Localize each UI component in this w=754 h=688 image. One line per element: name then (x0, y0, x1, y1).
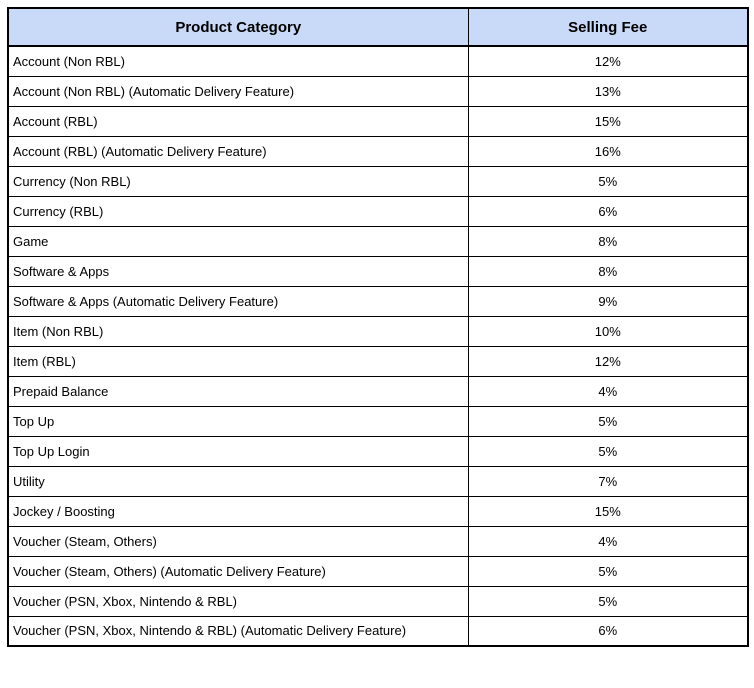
selling-fee-cell: 12% (467, 345, 749, 377)
table-row: Item (Non RBL) 10% (7, 315, 749, 347)
selling-fee-cell: 9% (467, 285, 749, 317)
selling-fee-cell: 6% (467, 195, 749, 227)
product-category-cell: Item (RBL) (7, 345, 469, 377)
product-category-cell: Top Up Login (7, 435, 469, 467)
table-row: Account (Non RBL) (Automatic Delivery Fe… (7, 75, 749, 107)
product-category-cell: Account (Non RBL) (Automatic Delivery Fe… (7, 75, 469, 107)
selling-fee-cell: 15% (467, 105, 749, 137)
table-row: Prepaid Balance 4% (7, 375, 749, 407)
product-category-cell: Software & Apps (Automatic Delivery Feat… (7, 285, 469, 317)
selling-fee-cell: 16% (467, 135, 749, 167)
selling-fee-cell: 5% (467, 555, 749, 587)
table-row: Voucher (Steam, Others) 4% (7, 525, 749, 557)
column-header-selling-fee: Selling Fee (467, 7, 749, 47)
selling-fee-cell: 5% (467, 165, 749, 197)
product-category-cell: Account (RBL) (Automatic Delivery Featur… (7, 135, 469, 167)
table-row: Software & Apps 8% (7, 255, 749, 287)
product-category-cell: Voucher (PSN, Xbox, Nintendo & RBL) (7, 585, 469, 617)
product-category-cell: Item (Non RBL) (7, 315, 469, 347)
selling-fee-table: Product Category Selling Fee Account (No… (7, 7, 749, 647)
table-row: Currency (Non RBL) 5% (7, 165, 749, 197)
table-row: Item (RBL) 12% (7, 345, 749, 377)
table-row: Top Up Login 5% (7, 435, 749, 467)
table-row: Utility 7% (7, 465, 749, 497)
selling-fee-cell: 13% (467, 75, 749, 107)
selling-fee-cell: 4% (467, 525, 749, 557)
product-category-cell: Voucher (Steam, Others) (Automatic Deliv… (7, 555, 469, 587)
product-category-cell: Account (RBL) (7, 105, 469, 137)
table-row: Account (RBL) 15% (7, 105, 749, 137)
product-category-cell: Currency (Non RBL) (7, 165, 469, 197)
table-row: Currency (RBL) 6% (7, 195, 749, 227)
table-row: Voucher (PSN, Xbox, Nintendo & RBL) (Aut… (7, 615, 749, 647)
table-row: Top Up 5% (7, 405, 749, 437)
selling-fee-cell: 7% (467, 465, 749, 497)
selling-fee-cell: 8% (467, 255, 749, 287)
product-category-cell: Currency (RBL) (7, 195, 469, 227)
selling-fee-cell: 10% (467, 315, 749, 347)
table-row: Game 8% (7, 225, 749, 257)
column-header-product-category: Product Category (7, 7, 469, 47)
selling-fee-cell: 12% (467, 45, 749, 77)
selling-fee-cell: 5% (467, 435, 749, 467)
product-category-cell: Utility (7, 465, 469, 497)
selling-fee-cell: 8% (467, 225, 749, 257)
header-row: Product Category Selling Fee (7, 7, 749, 47)
table-body: Account (Non RBL) 12% Account (Non RBL) (A… (7, 45, 749, 647)
table-row: Account (RBL) (Automatic Delivery Featur… (7, 135, 749, 167)
product-category-cell: Software & Apps (7, 255, 469, 287)
table-row: Voucher (PSN, Xbox, Nintendo & RBL) 5% (7, 585, 749, 617)
selling-fee-cell: 4% (467, 375, 749, 407)
selling-fee-cell: 6% (467, 615, 749, 647)
table-row: Voucher (Steam, Others) (Automatic Deliv… (7, 555, 749, 587)
product-category-cell: Jockey / Boosting (7, 495, 469, 527)
product-category-cell: Prepaid Balance (7, 375, 469, 407)
product-category-cell: Voucher (Steam, Others) (7, 525, 469, 557)
selling-fee-cell: 5% (467, 405, 749, 437)
table-row: Software & Apps (Automatic Delivery Feat… (7, 285, 749, 317)
selling-fee-cell: 15% (467, 495, 749, 527)
product-category-cell: Voucher (PSN, Xbox, Nintendo & RBL) (Aut… (7, 615, 469, 647)
table-row: Jockey / Boosting 15% (7, 495, 749, 527)
product-category-cell: Account (Non RBL) (7, 45, 469, 77)
selling-fee-cell: 5% (467, 585, 749, 617)
table-row: Account (Non RBL) 12% (7, 45, 749, 77)
product-category-cell: Game (7, 225, 469, 257)
product-category-cell: Top Up (7, 405, 469, 437)
